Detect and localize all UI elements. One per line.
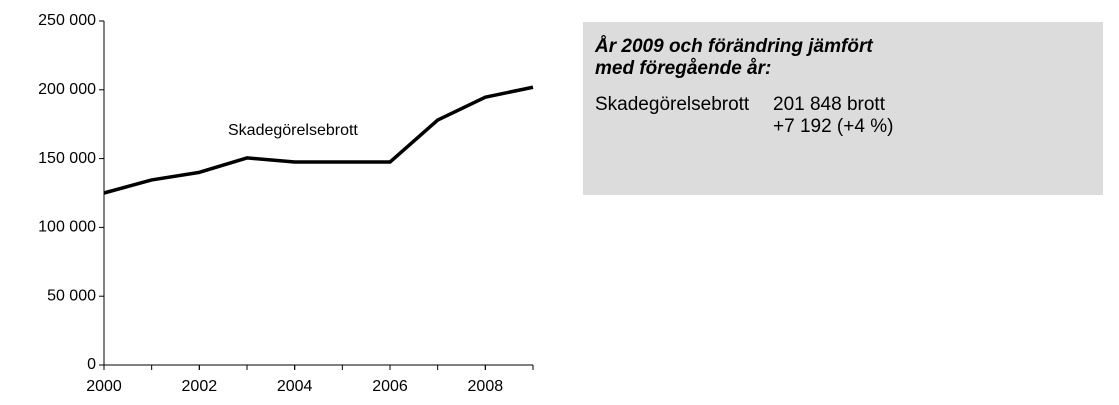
y-tick-label: 50 000 bbox=[47, 287, 96, 304]
panel-row: Skadegörelsebrott 201 848 brott +7 192 (… bbox=[595, 94, 1091, 138]
x-tick-label: 2006 bbox=[372, 378, 408, 395]
change: +7 192 (+4 %) bbox=[773, 116, 894, 137]
figures: 201 848 brott +7 192 (+4 %) bbox=[773, 94, 893, 138]
panel-title: År 2009 och förändring jämfört med föreg… bbox=[595, 36, 873, 79]
x-tick-label: 2008 bbox=[468, 378, 504, 395]
y-tick-label: 250 000 bbox=[38, 12, 96, 29]
line-series bbox=[103, 85, 534, 195]
y-tick-label: 150 000 bbox=[38, 150, 96, 167]
x-tick-label: 2002 bbox=[182, 378, 218, 395]
crime-type: Skadegörelsebrott bbox=[595, 94, 750, 115]
series-label: Skadegörelsebrott bbox=[228, 122, 358, 139]
y-tick-label: 100 000 bbox=[38, 219, 96, 236]
y-tick-label: 200 000 bbox=[38, 81, 96, 98]
count: 201 848 brott bbox=[773, 94, 885, 115]
x-tick-label: 2000 bbox=[86, 378, 122, 395]
y-tick-label: 0 bbox=[87, 356, 96, 373]
chart: 0 50 000 100 000 150 000 200 000 250 000 2000 2… bbox=[38, 12, 534, 395]
summary-panel: År 2009 och förändring jämfört med föreg… bbox=[583, 22, 1103, 195]
x-tick-label: 2004 bbox=[277, 378, 313, 395]
